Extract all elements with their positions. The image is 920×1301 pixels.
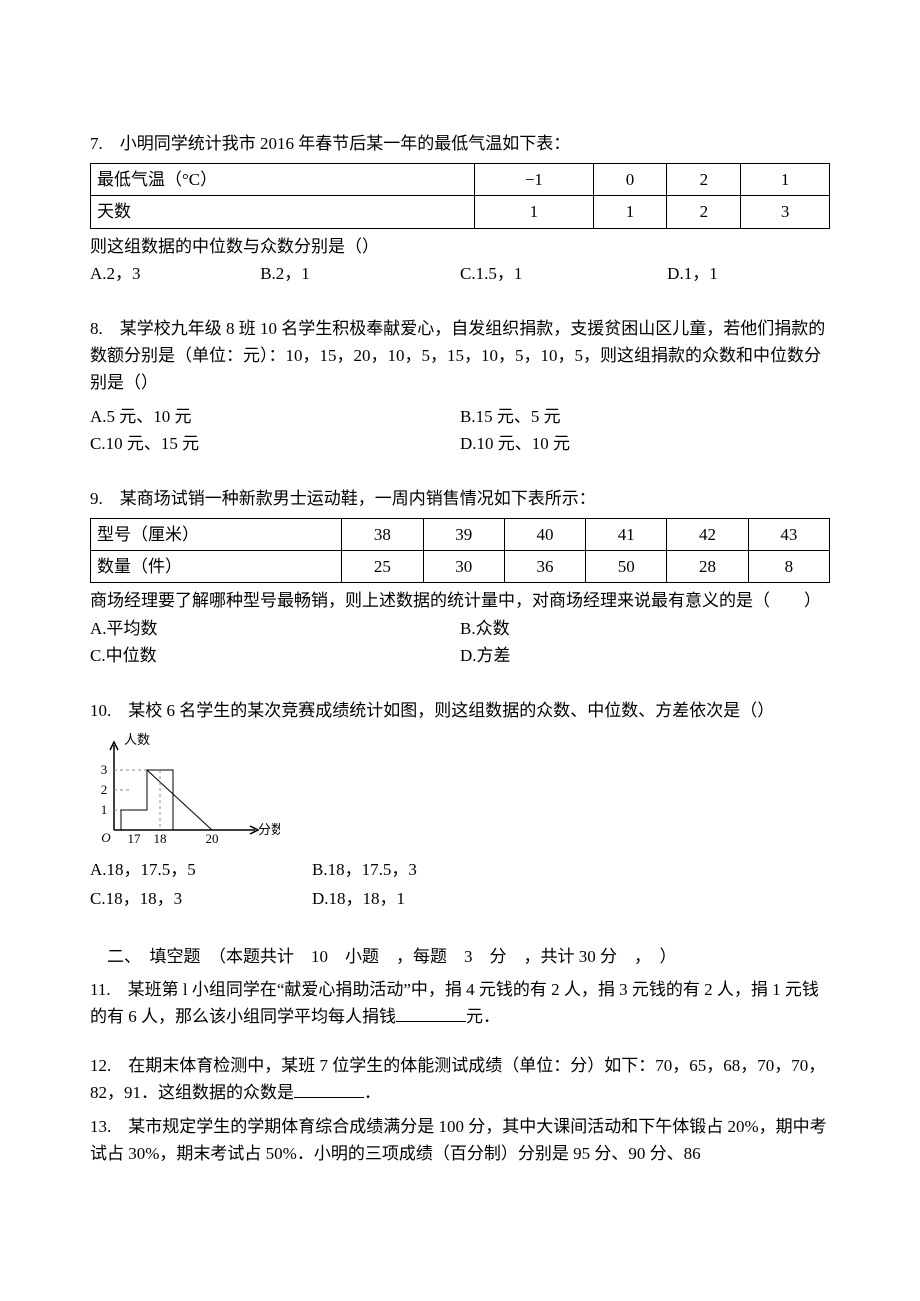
q11-prompt-b: 元． — [466, 1007, 500, 1026]
svg-text:18: 18 — [154, 831, 167, 846]
table-row: 数量（件） 25 30 36 50 28 8 — [91, 551, 830, 583]
section-2-title: 二、 填空题 （本题共计 10 小题 ，每题 3 分 ，共计 30 分 ， ） — [90, 943, 830, 970]
q9-options: A.平均数 B.众数 C.中位数 D.方差 — [90, 615, 830, 669]
table-cell: 25 — [342, 551, 423, 583]
table-cell: 8 — [748, 551, 829, 583]
q10-options: A.18，17.5，5 B.18，17.5，3 C.18，18，3 D.18，1… — [90, 856, 830, 914]
q9-opt-b: B.众数 — [460, 615, 830, 642]
q12-prompt-b: ． — [364, 1083, 381, 1102]
q13-prompt: 13. 某市规定学生的学期体育综合成绩满分是 100 分，其中大课间活动和下午体… — [90, 1113, 830, 1167]
svg-text:O: O — [101, 830, 111, 845]
q7-prompt: 7. 小明同学统计我市 2016 年春节后某一年的最低气温如下表： — [90, 130, 830, 157]
table-cell: 2 — [667, 196, 741, 228]
svg-text:1: 1 — [101, 802, 108, 817]
q8-opt-b: B.15 元、5 元 — [460, 403, 830, 430]
q11-blank — [396, 1021, 466, 1022]
q7-opt-a: A.2，3 — [90, 260, 260, 287]
table-cell: −1 — [475, 164, 593, 196]
table-cell: 50 — [586, 551, 667, 583]
q8-opt-a: A.5 元、10 元 — [90, 403, 460, 430]
q9-prompt: 9. 某商场试销一种新款男士运动鞋，一周内销售情况如下表所示： — [90, 485, 830, 512]
q7-r1-label: 最低气温（°C） — [91, 164, 475, 196]
q7-after: 则这组数据的中位数与众数分别是（） — [90, 233, 830, 260]
table-cell: 43 — [748, 519, 829, 551]
q12-blank — [294, 1097, 364, 1098]
question-11: 11. 某班第 l 小组同学在“献爱心捐助活动”中，捐 4 元钱的有 2 人，捐… — [90, 976, 830, 1030]
table-row: 型号（厘米） 38 39 40 41 42 43 — [91, 519, 830, 551]
table-cell: 1 — [593, 196, 667, 228]
q10-chart: 1 2 3 17 18 20 O 人数 分数 — [90, 730, 280, 850]
table-cell: 0 — [593, 164, 667, 196]
q9-opt-a: A.平均数 — [90, 615, 460, 642]
table-cell: 1 — [475, 196, 593, 228]
table-cell: 2 — [667, 164, 741, 196]
q10-opt-b: B.18，17.5，3 — [312, 856, 830, 883]
table-cell: 3 — [741, 196, 830, 228]
table-cell: 28 — [667, 551, 748, 583]
table-cell: 42 — [667, 519, 748, 551]
svg-text:人数: 人数 — [124, 732, 150, 747]
q9-r2-label: 数量（件） — [91, 551, 342, 583]
q8-prompt: 8. 某学校九年级 8 班 10 名学生积极奉献爱心，自发组织捐款，支援贫困山区… — [90, 315, 830, 397]
q9-opt-c: C.中位数 — [90, 642, 460, 669]
table-cell: 30 — [423, 551, 504, 583]
svg-text:分数: 分数 — [258, 822, 280, 837]
q9-after: 商场经理要了解哪种型号最畅销，则上述数据的统计量中，对商场经理来说最有意义的是（… — [90, 587, 830, 614]
table-cell: 41 — [586, 519, 667, 551]
q9-r1-label: 型号（厘米） — [91, 519, 342, 551]
table-cell: 39 — [423, 519, 504, 551]
svg-text:2: 2 — [101, 782, 108, 797]
q9-table: 型号（厘米） 38 39 40 41 42 43 数量（件） 25 30 36 … — [90, 518, 830, 583]
table-cell: 1 — [741, 164, 830, 196]
q12-prompt-a: 12. 在期末体育检测中，某班 7 位学生的体能测试成绩（单位：分）如下：70，… — [90, 1056, 825, 1102]
question-12: 12. 在期末体育检测中，某班 7 位学生的体能测试成绩（单位：分）如下：70，… — [90, 1052, 830, 1106]
q10-prompt: 10. 某校 6 名学生的某次竞赛成绩统计如图，则这组数据的众数、中位数、方差依… — [90, 697, 830, 724]
q8-options: A.5 元、10 元 B.15 元、5 元 C.10 元、15 元 D.10 元… — [90, 403, 830, 457]
q10-opt-a: A.18，17.5，5 — [90, 856, 312, 883]
question-9: 9. 某商场试销一种新款男士运动鞋，一周内销售情况如下表所示： 型号（厘米） 3… — [90, 485, 830, 669]
table-cell: 36 — [504, 551, 585, 583]
table-row: 最低气温（°C） −1 0 2 1 — [91, 164, 830, 196]
question-10: 10. 某校 6 名学生的某次竞赛成绩统计如图，则这组数据的众数、中位数、方差依… — [90, 697, 830, 915]
q11-prompt-a: 11. 某班第 l 小组同学在“献爱心捐助活动”中，捐 4 元钱的有 2 人，捐… — [90, 980, 819, 1026]
q8-opt-d: D.10 元、10 元 — [460, 430, 830, 457]
svg-text:17: 17 — [128, 831, 142, 846]
q9-opt-d: D.方差 — [460, 642, 830, 669]
question-7: 7. 小明同学统计我市 2016 年春节后某一年的最低气温如下表： 最低气温（°… — [90, 130, 830, 287]
q8-opt-c: C.10 元、15 元 — [90, 430, 460, 457]
svg-text:3: 3 — [101, 762, 108, 777]
question-13: 13. 某市规定学生的学期体育综合成绩满分是 100 分，其中大课间活动和下午体… — [90, 1113, 830, 1167]
q7-opt-c: C.1.5，1 — [460, 260, 667, 287]
table-cell: 40 — [504, 519, 585, 551]
q7-opt-d: D.1，1 — [667, 260, 830, 287]
q7-options: A.2，3 B.2，1 C.1.5，1 D.1，1 — [90, 260, 830, 287]
q10-chart-svg: 1 2 3 17 18 20 O 人数 分数 — [90, 730, 280, 850]
svg-text:20: 20 — [206, 831, 219, 846]
q7-opt-b: B.2，1 — [260, 260, 460, 287]
table-cell: 38 — [342, 519, 423, 551]
question-8: 8. 某学校九年级 8 班 10 名学生积极奉献爱心，自发组织捐款，支援贫困山区… — [90, 315, 830, 457]
q10-opt-d: D.18，18，1 — [312, 885, 830, 912]
table-row: 天数 1 1 2 3 — [91, 196, 830, 228]
q7-r2-label: 天数 — [91, 196, 475, 228]
q10-opt-c: C.18，18，3 — [90, 885, 312, 912]
q7-table: 最低气温（°C） −1 0 2 1 天数 1 1 2 3 — [90, 163, 830, 228]
